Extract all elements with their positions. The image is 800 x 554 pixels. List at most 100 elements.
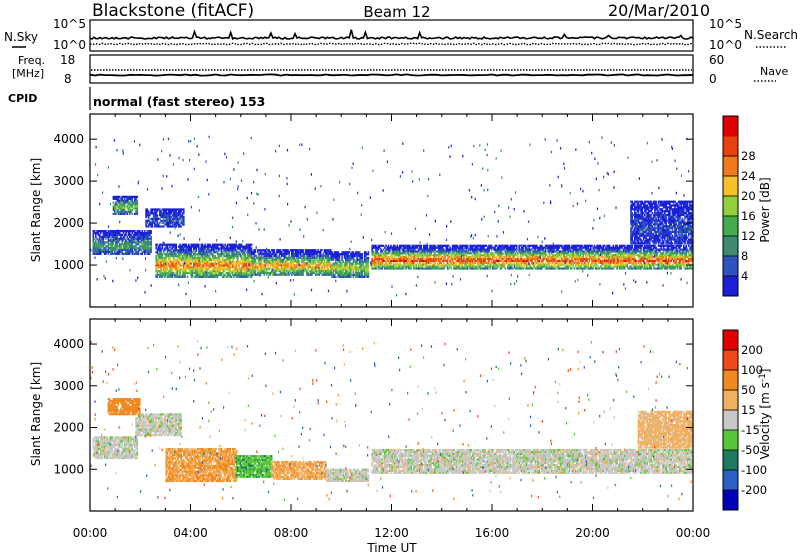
power-cell	[292, 262, 294, 265]
power-cell	[445, 244, 448, 247]
power-cell	[319, 264, 322, 267]
power-cell	[147, 252, 150, 255]
power-cell	[299, 251, 302, 254]
power-cell	[412, 257, 415, 261]
power-cell	[313, 256, 316, 259]
power-cell	[204, 247, 206, 250]
power-cell	[254, 273, 257, 276]
power-cell	[146, 241, 149, 244]
power-cell	[93, 250, 96, 253]
power-cell	[352, 275, 355, 278]
power-cell	[127, 195, 130, 198]
power-cell	[228, 273, 230, 277]
power-cell	[549, 265, 552, 268]
power-cell	[97, 247, 100, 250]
power-cell	[106, 235, 108, 238]
power-cell	[144, 233, 146, 236]
power-cell	[105, 252, 107, 255]
power-cell	[394, 263, 396, 266]
power-cell	[134, 207, 136, 210]
power-cell	[313, 262, 316, 265]
power-cell	[473, 265, 475, 268]
power-cell	[184, 256, 186, 260]
power-cell	[475, 252, 478, 255]
power-cell	[362, 260, 365, 263]
power-cell	[258, 271, 260, 274]
power-cell	[240, 255, 243, 258]
power-cell	[459, 244, 461, 247]
power-cell	[229, 243, 231, 246]
power-cell	[476, 252, 479, 255]
power-cell	[363, 268, 366, 271]
power-cell	[196, 245, 199, 248]
power-cell	[128, 203, 131, 206]
power-cell	[162, 214, 165, 217]
power-cell	[458, 263, 460, 266]
power-cell	[249, 266, 252, 269]
power-cell	[469, 250, 471, 253]
power-cell	[355, 255, 357, 258]
power-cell	[272, 262, 274, 265]
power-cell	[332, 256, 335, 260]
power-cell	[382, 244, 385, 247]
power-cell	[582, 257, 585, 261]
power-cell	[116, 195, 118, 198]
power-cell	[301, 254, 303, 257]
power-cell	[534, 259, 537, 262]
power-cell	[427, 254, 430, 257]
power-cell	[475, 265, 478, 268]
power-cell	[140, 248, 142, 252]
power-cell	[471, 267, 474, 270]
power-cell	[537, 256, 539, 259]
power-cell	[355, 272, 357, 275]
power-cell	[433, 267, 435, 270]
power-cell	[350, 270, 352, 273]
power-cell	[270, 264, 273, 267]
power-cell	[505, 256, 508, 259]
power-cell	[410, 259, 412, 262]
power-cell	[296, 269, 298, 273]
power-cell	[260, 254, 263, 257]
power-cell	[215, 266, 218, 269]
power-cell	[499, 248, 502, 251]
power-cell	[240, 251, 243, 254]
power-cell	[132, 195, 135, 198]
power-cell	[147, 247, 150, 250]
power-cell	[132, 247, 135, 250]
power-cell	[107, 248, 110, 252]
power-cell	[407, 256, 410, 259]
power-cell	[381, 259, 384, 262]
power-cell	[493, 261, 495, 264]
power-cell	[341, 275, 343, 278]
power-cell	[563, 254, 566, 257]
power-cell	[366, 268, 368, 271]
power-cell	[504, 244, 507, 247]
power-cell	[105, 248, 107, 252]
power-cell	[264, 266, 267, 269]
power-cell	[494, 248, 497, 251]
power-cell	[115, 248, 117, 252]
power-cell	[134, 247, 136, 250]
power-cell	[177, 256, 180, 260]
power-cell	[470, 267, 473, 270]
power-cell	[252, 264, 254, 267]
power-cell	[478, 248, 480, 251]
power-cell	[131, 230, 134, 233]
power-cell	[189, 266, 191, 269]
power-cell	[223, 273, 225, 277]
power-cell	[157, 260, 160, 263]
power-cell	[176, 275, 179, 278]
power-cell	[259, 266, 262, 269]
power-cell	[414, 248, 416, 251]
power-cell	[174, 275, 176, 278]
power-cell	[485, 267, 488, 270]
power-cell	[424, 267, 426, 270]
power-cell	[455, 261, 458, 264]
power-cell	[444, 250, 446, 253]
power-cell	[382, 254, 385, 257]
power-cell	[510, 265, 513, 268]
power-cell	[136, 195, 139, 198]
power-cell	[127, 245, 130, 248]
power-cell	[505, 259, 508, 262]
power-cell	[200, 255, 203, 258]
